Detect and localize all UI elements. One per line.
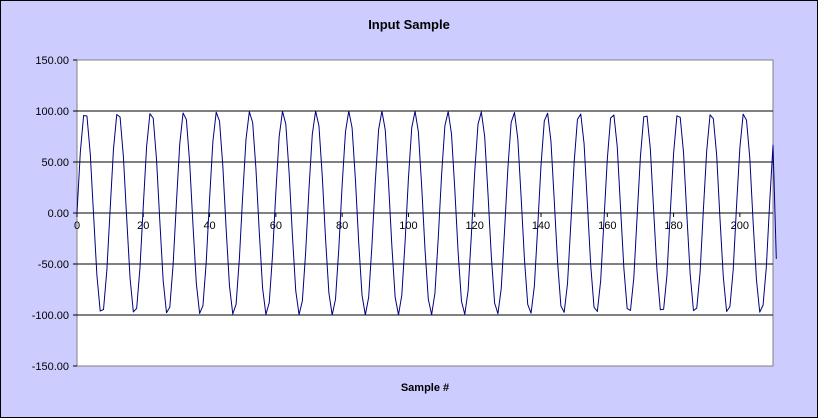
y-tick-label: 0.00 xyxy=(48,208,69,220)
y-tick-label: -150.00 xyxy=(32,361,69,373)
chart-title: Input Sample xyxy=(368,17,450,32)
series-line xyxy=(76,110,777,316)
series-group xyxy=(76,110,777,316)
x-tick-label: 140 xyxy=(532,220,550,232)
y-tick-label: -50.00 xyxy=(38,259,69,271)
x-tick-label: 20 xyxy=(137,220,149,232)
x-tick-label: 160 xyxy=(598,220,616,232)
x-tick-label: 100 xyxy=(399,220,417,232)
x-tick-label: 200 xyxy=(731,220,749,232)
y-tick-label: 100.00 xyxy=(35,106,69,118)
x-tick-label: 180 xyxy=(664,220,682,232)
y-tick-label: 150.00 xyxy=(35,55,69,67)
x-tick-label: 60 xyxy=(270,220,282,232)
x-axis-label: Sample # xyxy=(401,382,449,394)
x-tick-label: 80 xyxy=(336,220,348,232)
y-tick-label: -100.00 xyxy=(32,310,69,322)
grid-lines xyxy=(77,110,773,316)
x-axis-ticks: 0 20 40 60 80 100 120 140 160 180 200 xyxy=(74,213,749,232)
x-tick-label: 120 xyxy=(466,220,484,232)
x-tick-label: 40 xyxy=(203,220,215,232)
x-tick-label: 0 xyxy=(74,220,80,232)
y-axis-ticks: 150.00 100.00 50.00 0.00 -50.00 -100.00 -150.0… xyxy=(32,55,77,373)
y-tick-label: 50.00 xyxy=(41,157,69,169)
